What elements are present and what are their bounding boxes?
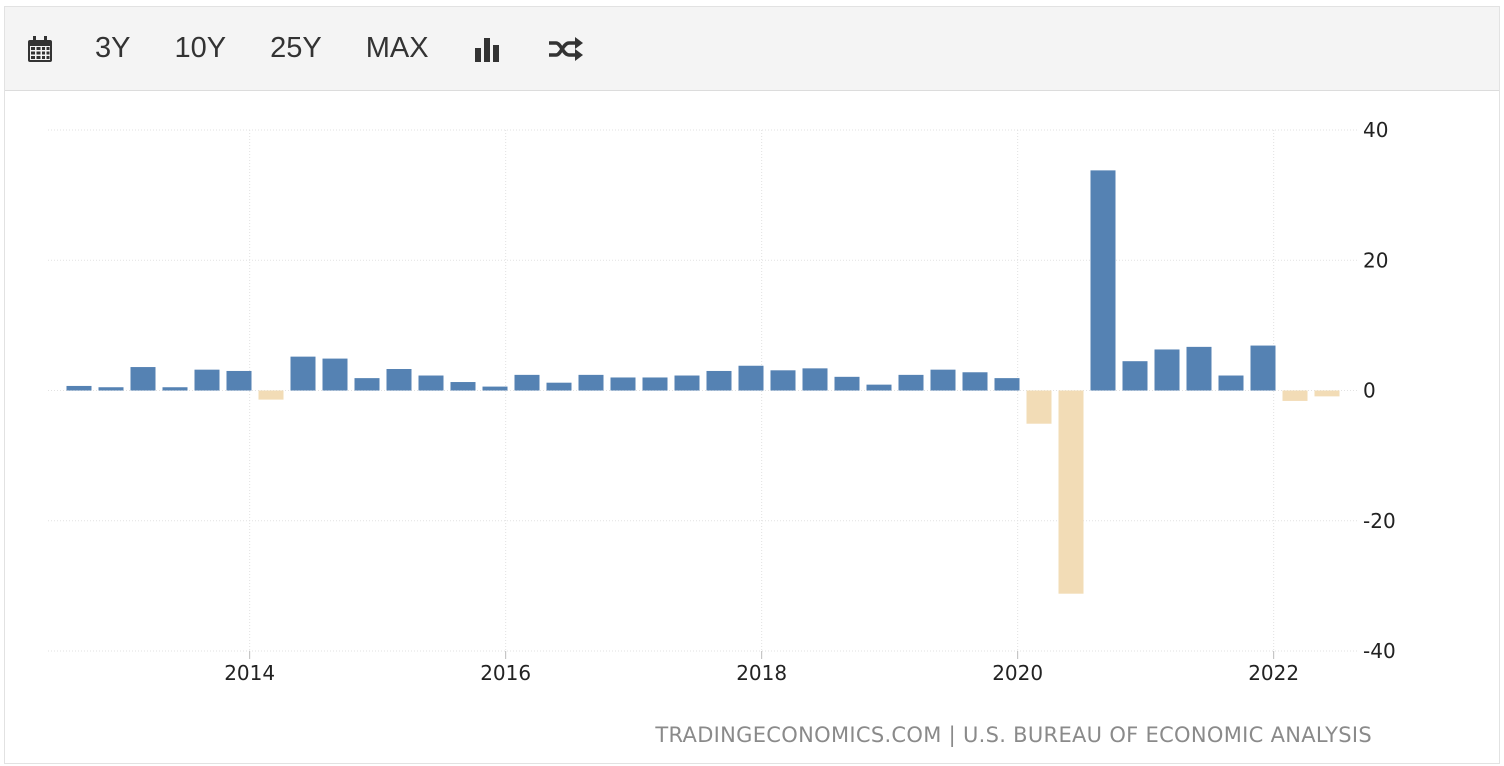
bar[interactable] — [354, 378, 380, 391]
bar[interactable] — [546, 382, 572, 391]
x-tick-label: 2020 — [992, 661, 1043, 685]
bar[interactable] — [258, 390, 284, 400]
y-tick-label: 20 — [1363, 248, 1388, 272]
bar[interactable] — [194, 369, 220, 391]
range-25y-button[interactable]: 25Y — [270, 32, 322, 64]
chart-toolbar: 3Y 10Y 25Y MAX — [5, 7, 1499, 91]
bar[interactable] — [834, 376, 860, 391]
bar[interactable] — [322, 358, 348, 391]
bars — [66, 170, 1340, 594]
grid-lines — [48, 129, 1358, 659]
bar[interactable] — [1218, 375, 1244, 391]
bar[interactable] — [1090, 170, 1116, 391]
bar[interactable] — [226, 370, 252, 391]
x-tick-label: 2018 — [736, 661, 787, 685]
bar[interactable] — [994, 378, 1020, 391]
bar[interactable] — [1250, 345, 1276, 391]
bar[interactable] — [66, 385, 92, 391]
chart-type-button[interactable] — [473, 7, 503, 91]
calendar-icon — [28, 35, 52, 62]
range-10y-button[interactable]: 10Y — [174, 32, 227, 64]
bar[interactable] — [642, 377, 668, 391]
bar[interactable] — [450, 382, 476, 391]
bar[interactable] — [674, 375, 700, 391]
bar[interactable] — [514, 374, 540, 391]
range-3y-button[interactable]: 3Y — [95, 32, 131, 64]
bar[interactable] — [866, 384, 892, 391]
y-tick-label: 40 — [1363, 118, 1388, 142]
bar[interactable] — [578, 374, 604, 391]
calendar-button[interactable] — [25, 7, 55, 91]
y-tick-label: 0 — [1363, 379, 1376, 403]
bar[interactable] — [706, 370, 732, 391]
bar[interactable] — [930, 369, 956, 391]
bar[interactable] — [1314, 390, 1340, 397]
bar[interactable] — [290, 356, 316, 391]
bar[interactable] — [738, 365, 764, 391]
bar[interactable] — [610, 377, 636, 391]
bar[interactable] — [386, 369, 412, 391]
y-tick-label: -40 — [1363, 639, 1396, 663]
bar[interactable] — [802, 368, 828, 391]
bar[interactable] — [162, 387, 188, 391]
x-tick-label: 2016 — [480, 661, 531, 685]
y-tick-label: -20 — [1363, 509, 1396, 533]
bar[interactable] — [1026, 390, 1052, 424]
x-axis: 2014 2016 2018 2020 2022 — [224, 661, 1299, 685]
bar[interactable] — [130, 367, 156, 391]
shuffle-icon — [548, 36, 583, 61]
bar[interactable] — [1154, 349, 1180, 391]
bar[interactable] — [770, 370, 796, 391]
bar[interactable] — [1122, 361, 1148, 391]
bar[interactable] — [482, 386, 508, 391]
x-tick-label: 2022 — [1248, 661, 1299, 685]
y-axis: 40 20 0 -20 -40 — [1363, 118, 1396, 663]
source-attribution: TRADINGECONOMICS.COM | U.S. BUREAU OF EC… — [654, 723, 1372, 748]
bar[interactable] — [1186, 346, 1212, 391]
bar[interactable] — [962, 372, 988, 391]
bar[interactable] — [1058, 390, 1084, 594]
bar-chart-icon — [474, 37, 499, 62]
bar[interactable] — [418, 375, 444, 391]
range-max-button[interactable]: MAX — [365, 32, 429, 64]
bar[interactable] — [98, 387, 124, 391]
bar[interactable] — [1282, 390, 1308, 401]
x-tick-label: 2014 — [224, 661, 275, 685]
shuffle-button[interactable] — [547, 7, 585, 91]
bar[interactable] — [898, 374, 924, 391]
